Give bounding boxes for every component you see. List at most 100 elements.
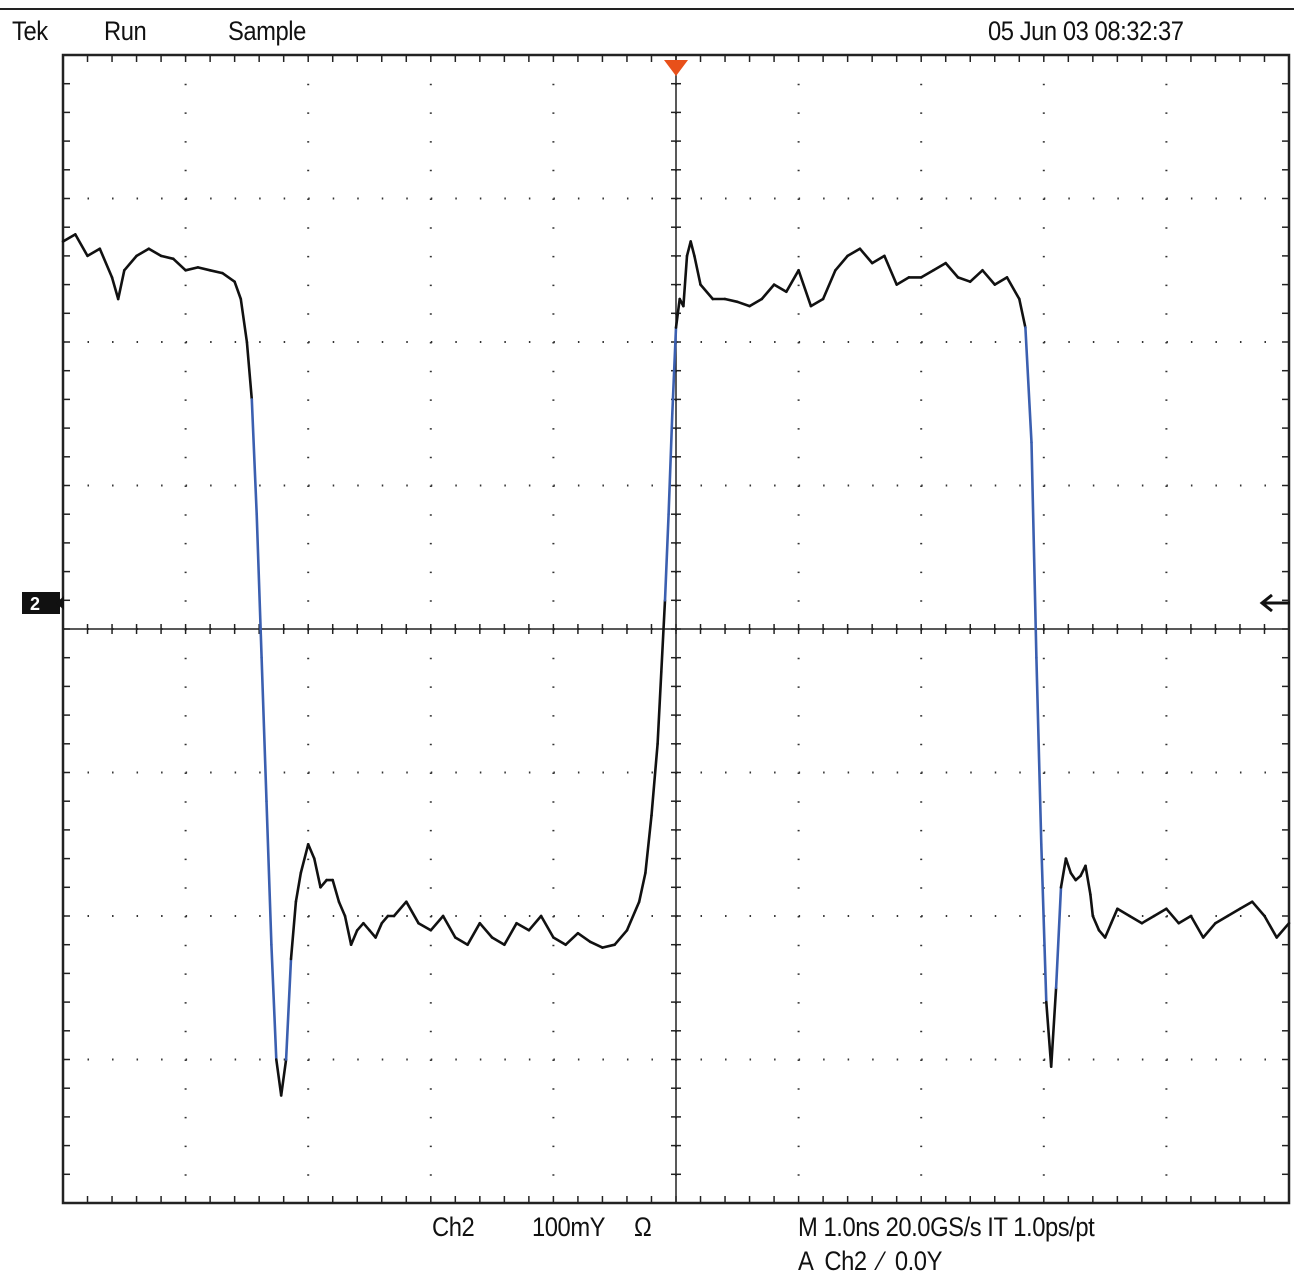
trace-segment bbox=[1116, 907, 1131, 918]
trace-segment bbox=[588, 940, 604, 949]
trace-segment bbox=[1263, 914, 1278, 939]
trace-segment bbox=[61, 233, 77, 243]
trace-segment bbox=[306, 842, 316, 860]
trace-segment bbox=[284, 957, 293, 1061]
trace-segment bbox=[362, 921, 371, 932]
trace-segment bbox=[368, 928, 377, 939]
trace-segment bbox=[1103, 921, 1113, 939]
trace-segment bbox=[1201, 921, 1217, 939]
trace-segment bbox=[184, 266, 200, 272]
trigger-level-arrow-icon bbox=[1259, 593, 1290, 613]
trace-segment bbox=[968, 268, 984, 284]
trace-segment bbox=[1045, 1000, 1053, 1068]
trace-segment bbox=[659, 598, 667, 674]
trace-segment bbox=[208, 268, 224, 275]
trace-segment bbox=[319, 878, 328, 889]
waveform-trace bbox=[61, 233, 1291, 1097]
trace-segment bbox=[123, 254, 138, 272]
trace-segment bbox=[858, 247, 874, 265]
trace-segment bbox=[699, 283, 715, 301]
trace-segment bbox=[441, 914, 457, 939]
trace-segment bbox=[255, 512, 263, 660]
trace-segment bbox=[723, 297, 739, 304]
trace-segment bbox=[1238, 900, 1254, 911]
acquisition-mode-label: Sample bbox=[228, 16, 306, 46]
trace-segment bbox=[392, 900, 408, 918]
brand-label: Tek bbox=[12, 16, 48, 46]
trace-segment bbox=[601, 943, 617, 949]
trace-segment bbox=[429, 914, 445, 932]
trace-segment bbox=[895, 276, 911, 286]
trace-segment bbox=[682, 254, 689, 308]
trace-segment bbox=[527, 914, 543, 932]
trace-segment bbox=[748, 297, 764, 308]
trace-segment bbox=[870, 254, 886, 265]
graticule-frame bbox=[61, 53, 1291, 1205]
trace-segment bbox=[453, 936, 469, 947]
trace-segment bbox=[1089, 893, 1095, 918]
trace-segment bbox=[172, 257, 187, 272]
trace-segment bbox=[279, 1058, 288, 1097]
trace-segment bbox=[564, 931, 580, 947]
trace-segment bbox=[1165, 907, 1180, 925]
trace-segment bbox=[846, 247, 862, 258]
trace-segment bbox=[349, 928, 359, 947]
trace-segment bbox=[1214, 914, 1229, 925]
trace-segment bbox=[944, 261, 960, 279]
trace-segment bbox=[956, 276, 972, 284]
trace-segment bbox=[233, 280, 243, 301]
trace-segment bbox=[919, 268, 935, 279]
trace-segment bbox=[312, 857, 322, 889]
trace-segment bbox=[417, 921, 433, 932]
top-rule bbox=[0, 8, 1294, 10]
trace-segment bbox=[784, 268, 800, 294]
trace-segment bbox=[834, 254, 849, 272]
channel-ground-marker: 2 bbox=[22, 592, 64, 614]
trace-segment bbox=[932, 261, 948, 272]
trace-segment bbox=[625, 900, 641, 932]
trigger-position-marker bbox=[664, 60, 688, 76]
trace-segment bbox=[883, 254, 899, 286]
trace-segment bbox=[270, 943, 278, 1061]
trace-segment bbox=[797, 268, 813, 308]
trace-segment bbox=[576, 931, 592, 944]
trace-segment bbox=[1035, 656, 1043, 846]
trace-segment bbox=[86, 247, 102, 258]
trace-segment bbox=[1097, 928, 1107, 939]
trace-segment bbox=[98, 247, 114, 279]
trace-segment bbox=[343, 914, 353, 947]
trace-segment bbox=[147, 247, 163, 258]
trace-segment bbox=[1109, 907, 1119, 925]
trace-segment bbox=[374, 921, 384, 939]
trace-segment bbox=[637, 871, 647, 904]
trace-segment bbox=[404, 900, 420, 925]
trace-segment bbox=[294, 871, 303, 904]
coupling-icon: Ω bbox=[634, 1212, 652, 1242]
trace-segment bbox=[1054, 885, 1063, 990]
trace-segment bbox=[760, 283, 776, 301]
trace-segment bbox=[674, 297, 682, 329]
trace-segment bbox=[1189, 914, 1205, 939]
trace-segment bbox=[135, 247, 151, 258]
trace-segment bbox=[250, 398, 259, 516]
trace-segment bbox=[667, 412, 674, 516]
trace-segment bbox=[552, 936, 568, 947]
trace-segment bbox=[1059, 857, 1068, 889]
trace-segment bbox=[1040, 842, 1048, 1004]
trace-segment bbox=[1084, 864, 1092, 896]
trace-segment bbox=[693, 254, 702, 286]
trace-segment bbox=[466, 921, 482, 947]
trace-segment bbox=[993, 276, 1009, 286]
channel-marker-label: 2 bbox=[30, 594, 40, 614]
trace-segment bbox=[110, 276, 120, 301]
trace-segment bbox=[515, 921, 531, 932]
trace-segment bbox=[1069, 871, 1077, 882]
trace-segment bbox=[331, 878, 341, 904]
channel-label: Ch2 bbox=[432, 1212, 475, 1242]
trace-segment bbox=[74, 233, 89, 258]
trace-segment bbox=[1030, 441, 1038, 660]
trace-segment bbox=[221, 271, 236, 284]
trace-segment bbox=[1250, 900, 1266, 918]
trace-segment bbox=[478, 921, 494, 939]
